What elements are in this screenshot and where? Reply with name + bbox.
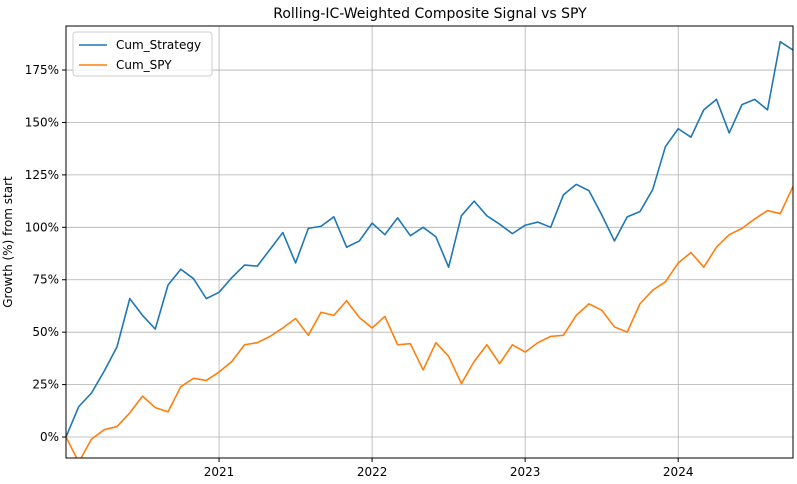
x-tick-label: 2021 xyxy=(204,465,235,479)
legend-label: Cum_Strategy xyxy=(116,38,201,52)
y-tick-label: 175% xyxy=(25,63,59,77)
y-tick-label: 75% xyxy=(32,273,59,287)
y-tick-label: 100% xyxy=(25,220,59,234)
y-tick-label: 125% xyxy=(25,168,59,182)
y-tick-label: 0% xyxy=(40,430,59,444)
y-tick-label: 50% xyxy=(32,325,59,339)
y-axis-title: Growth (%) from start xyxy=(1,176,15,308)
legend: Cum_Strategy Cum_SPY xyxy=(72,31,213,77)
series-line-cum-strategy xyxy=(66,40,793,438)
plot-frame xyxy=(65,25,794,459)
x-tick-label: 2022 xyxy=(357,465,388,479)
legend-box xyxy=(72,31,213,77)
series-line-cum-spy xyxy=(66,186,793,458)
chart-title: Rolling-IC-Weighted Composite Signal vs … xyxy=(273,6,587,22)
y-tick-label: 150% xyxy=(25,115,59,129)
ticks: 0% 25% 50% 75% 100% 125% 150% 175% 2021 2022 2023 2… xyxy=(25,63,694,479)
x-tick-label: 2024 xyxy=(663,465,694,479)
x-tick-label: 2023 xyxy=(510,465,541,479)
y-tick-label: 25% xyxy=(32,378,59,392)
legend-label: Cum_SPY xyxy=(116,58,172,72)
series-layer xyxy=(66,40,793,458)
